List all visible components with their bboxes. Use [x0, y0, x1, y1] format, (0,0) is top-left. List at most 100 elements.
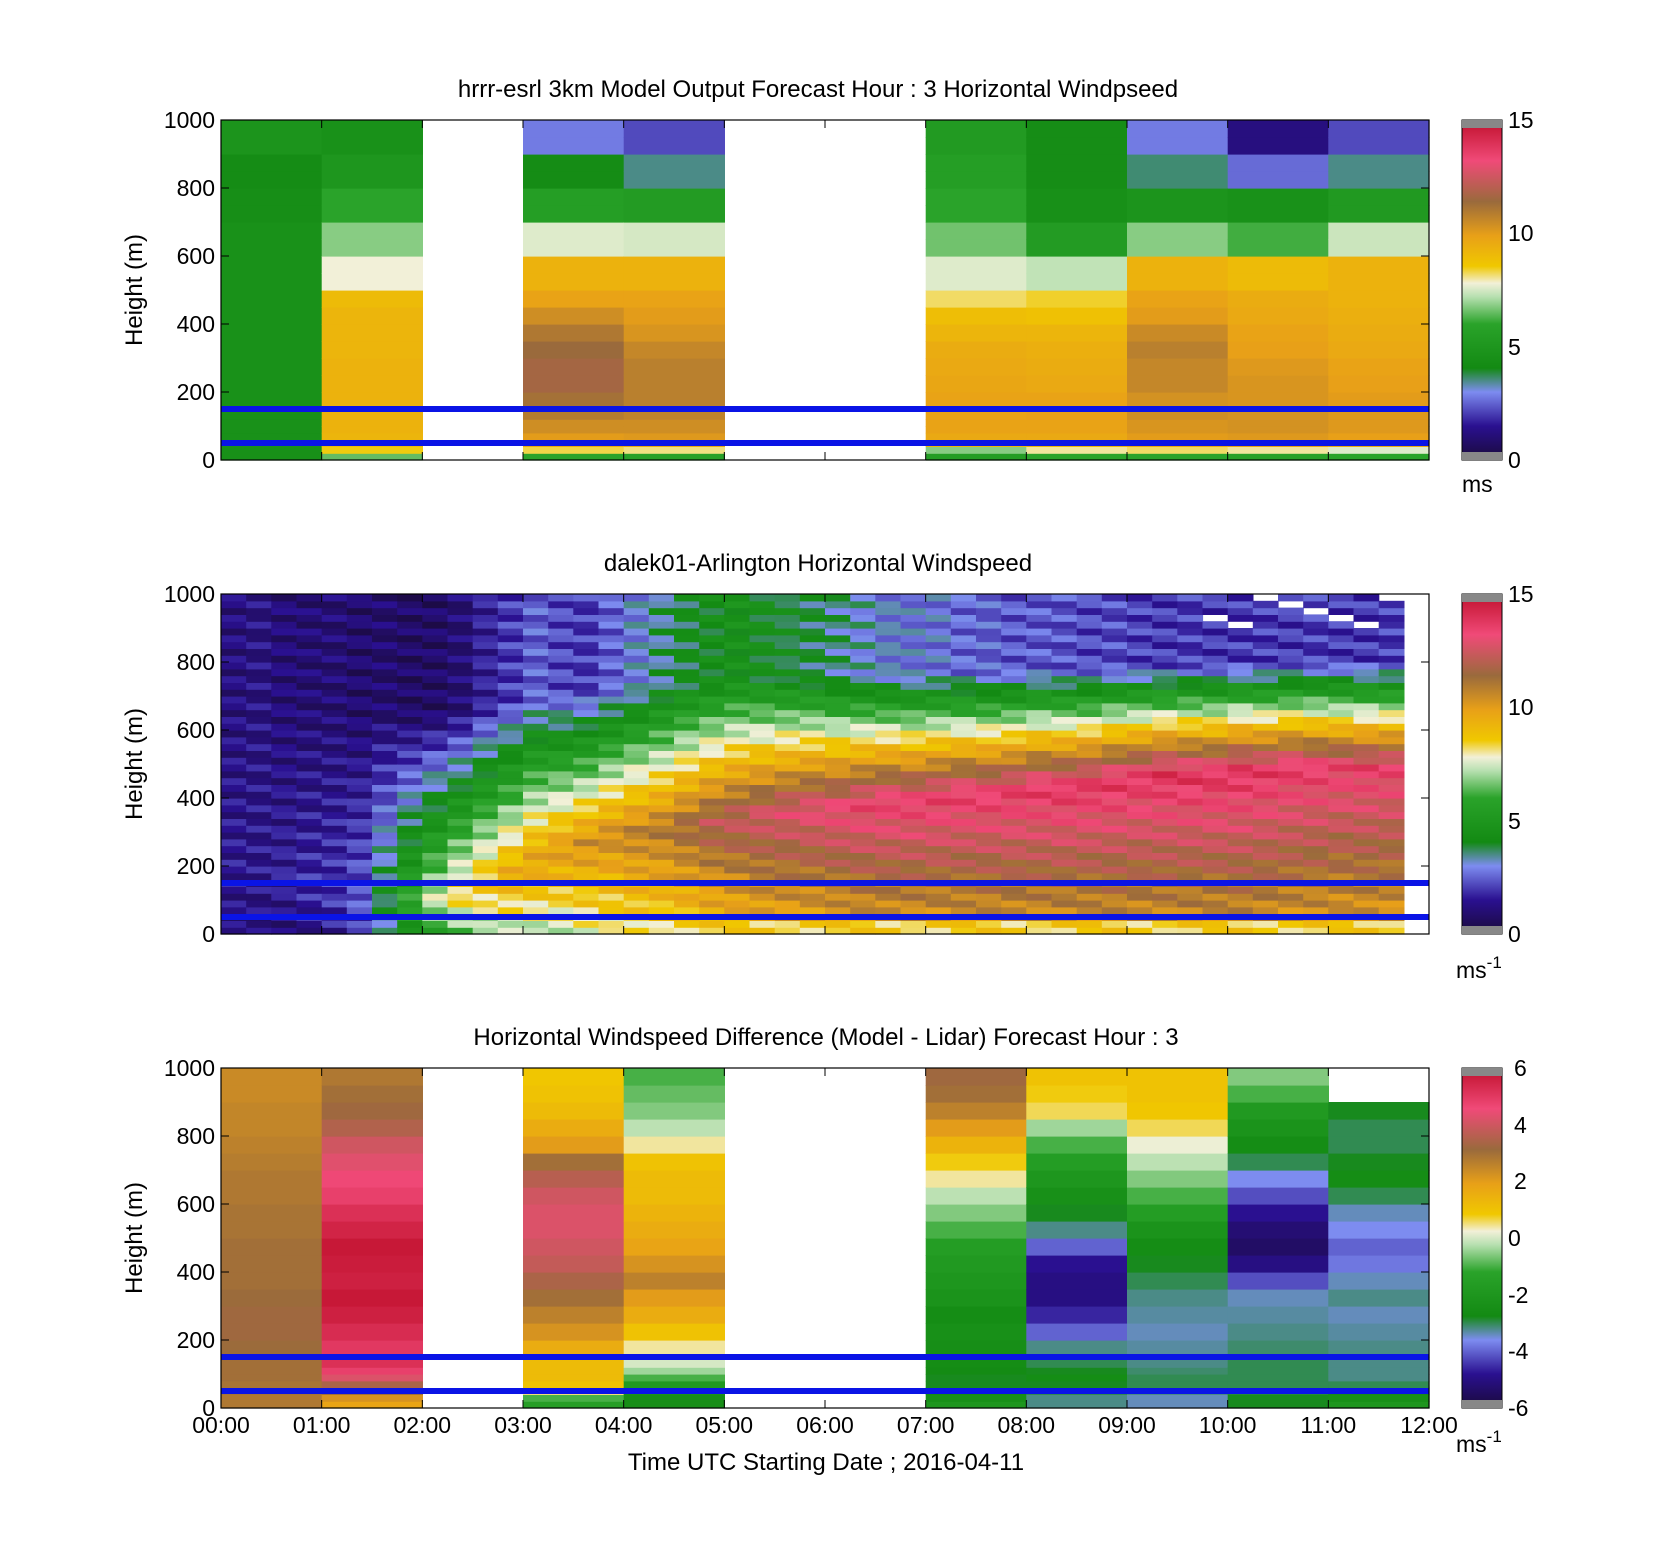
heatmap-cell [900, 872, 927, 881]
heatmap-cell [749, 791, 776, 799]
heatmap-cell [1278, 682, 1304, 690]
heatmap-cell [397, 600, 423, 609]
heatmap-cell [321, 648, 348, 656]
heatmap-cell [724, 845, 751, 853]
heatmap-cell [799, 927, 826, 935]
heatmap-cell [774, 791, 801, 799]
heatmap-cell [246, 607, 272, 615]
heatmap-cell [497, 798, 524, 806]
heatmap-cell [1328, 154, 1430, 172]
heatmap-cell [1127, 750, 1153, 758]
colorbar-gradient [1461, 119, 1503, 461]
heatmap-cell [976, 804, 1002, 813]
heatmap-cell [1152, 600, 1178, 609]
heatmap-cell [648, 614, 675, 622]
heatmap-cell [623, 419, 725, 427]
heatmap-cell [523, 804, 549, 813]
heatmap-cell [573, 757, 600, 765]
heatmap-cell [1076, 900, 1103, 908]
heatmap-cell [321, 818, 348, 826]
heatmap-cell [1328, 689, 1355, 697]
heatmap-cell [346, 736, 373, 745]
heatmap-cell [1252, 709, 1279, 717]
heatmap-cell [749, 838, 776, 847]
heatmap-cell [523, 600, 549, 609]
heatmap-cell [1076, 784, 1103, 792]
heatmap-cell [523, 137, 625, 155]
heatmap-cell [950, 702, 977, 711]
heatmap-cell [1177, 614, 1204, 622]
heatmap-cell [1202, 696, 1229, 704]
heatmap-cell [774, 750, 801, 758]
heatmap-cell [1051, 702, 1078, 711]
heatmap-cell [1127, 852, 1153, 860]
heatmap-cell [623, 1357, 725, 1368]
heatmap-cell [850, 682, 876, 690]
heatmap-cell [372, 859, 398, 867]
heatmap-cell [950, 614, 977, 622]
heatmap-cell [900, 920, 927, 928]
heatmap-cell [1127, 205, 1229, 223]
heatmap-cell [1026, 188, 1128, 206]
heatmap-cell [447, 736, 474, 745]
heatmap-cell [925, 1401, 1027, 1409]
x-tick-label: 07:00 [897, 1412, 955, 1438]
heatmap-cell [1051, 628, 1078, 636]
heatmap-cell [1177, 764, 1204, 772]
heatmap-cell [1026, 1187, 1128, 1205]
heatmap-cell [799, 648, 826, 656]
heatmap-cell [548, 784, 574, 792]
heatmap-cell [573, 716, 600, 724]
heatmap-cell [346, 798, 373, 806]
heatmap-cell [648, 859, 675, 867]
heatmap-cell [925, 770, 952, 779]
heatmap-cell [799, 825, 826, 833]
heatmap-cell [397, 893, 423, 901]
heatmap-cell [623, 1221, 725, 1239]
heatmap-cell [1278, 648, 1304, 656]
heatmap-cell [221, 906, 247, 915]
heatmap-cell [1328, 859, 1355, 867]
heatmap-cell [925, 1187, 1027, 1205]
heatmap-cell [1127, 689, 1153, 697]
heatmap-cell [1353, 900, 1380, 908]
heatmap-cell [950, 682, 977, 690]
heatmap-cell [623, 1187, 725, 1205]
heatmap-cell [523, 927, 549, 935]
heatmap-cell [296, 906, 323, 915]
heatmap-cell [1177, 743, 1204, 751]
heatmap-cell [1001, 798, 1027, 806]
colorbar-tick: 0 [1508, 921, 1521, 947]
heatmap-cell [1177, 920, 1204, 928]
heatmap-cell [548, 852, 574, 860]
heatmap-cell [1227, 736, 1254, 745]
heatmap-cell [950, 655, 977, 663]
heatmap-cell [1202, 920, 1229, 928]
heatmap-cell [1278, 614, 1304, 622]
heatmap-cell [950, 818, 977, 826]
heatmap-cell [321, 307, 423, 325]
heatmap-cell [1026, 432, 1128, 441]
heatmap-cell [1127, 621, 1153, 629]
heatmap-cell [1026, 120, 1128, 138]
y-tick-label: 200 [177, 1327, 215, 1353]
heatmap-cell [422, 791, 449, 799]
heatmap-cell [825, 607, 851, 615]
heatmap-cell [1328, 453, 1430, 461]
heatmap-cell [900, 736, 927, 745]
heatmap-cell [1101, 893, 1128, 901]
heatmap-cell [221, 392, 323, 410]
heatmap-cell [447, 614, 474, 622]
heatmap-cell [976, 594, 1002, 602]
heatmap-cell [1001, 872, 1027, 881]
colorbar-tick: 0 [1508, 447, 1521, 473]
heatmap-cell [1152, 784, 1178, 792]
heatmap-cell [1353, 594, 1380, 602]
heatmap-cell [523, 655, 549, 663]
heatmap-cell [1026, 358, 1128, 376]
heatmap-cell [699, 927, 725, 935]
heatmap-cell [321, 866, 348, 874]
heatmap-cell [372, 798, 398, 806]
heatmap-cell [497, 838, 524, 847]
heatmap-cell [321, 1272, 423, 1290]
